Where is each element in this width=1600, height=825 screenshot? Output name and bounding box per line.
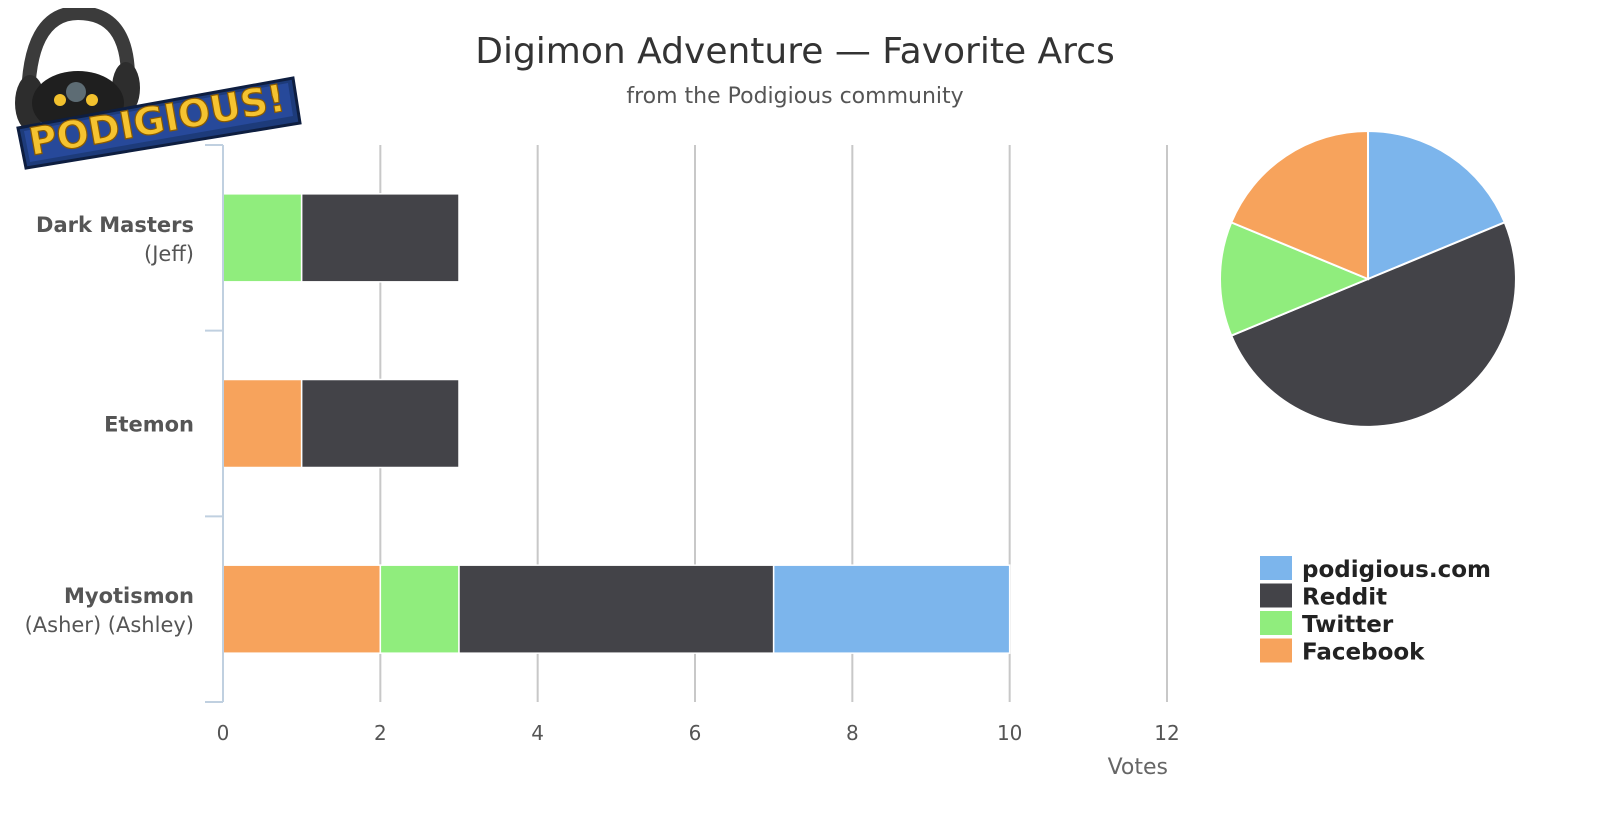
x-tick-label: 2 xyxy=(374,721,387,745)
legend-item[interactable]: Facebook xyxy=(1302,640,1425,666)
bars xyxy=(222,193,1011,654)
bar-segment xyxy=(458,564,775,654)
pie-chart xyxy=(1219,129,1517,427)
legend-swatch xyxy=(1260,556,1292,580)
legend-swatch xyxy=(1260,611,1292,635)
x-tick-label: 6 xyxy=(689,721,702,745)
chart-subtitle: from the Podigious community xyxy=(626,84,963,109)
legend-swatch xyxy=(1260,638,1292,663)
bar-segment xyxy=(772,564,1011,654)
x-tick-label: 8 xyxy=(846,721,859,745)
pie-slice xyxy=(1219,221,1371,337)
category-labels: Dark Masters (Jeff) Etemon Myotismon (Asher)… xyxy=(25,213,194,637)
legend-swatch xyxy=(1260,583,1292,608)
bar-segment xyxy=(222,378,303,469)
podigious-logo: PODIGIOUS! xyxy=(15,8,302,170)
bar-segment xyxy=(300,378,460,469)
y-axis xyxy=(205,144,224,703)
x-tick-labels: 0 2 4 6 8 10 12 xyxy=(217,721,1180,745)
bar-segment xyxy=(222,193,303,283)
pie-slice xyxy=(1229,129,1369,281)
legend-item[interactable]: podigious.com xyxy=(1302,557,1491,583)
pie-slice xyxy=(1229,221,1517,427)
chart-title: Digimon Adventure — Favorite Arcs xyxy=(475,31,1115,72)
category-detail: (Jeff) xyxy=(144,242,194,266)
category-detail: (Asher) (Ashley) xyxy=(25,613,194,637)
bar-segment xyxy=(379,564,460,654)
legend-item[interactable]: Twitter xyxy=(1302,612,1394,638)
category-label: Myotismon xyxy=(64,584,194,608)
x-tick-label: 4 xyxy=(531,721,544,745)
x-tick-label: 10 xyxy=(997,721,1022,745)
x-tick-label: 0 xyxy=(217,721,230,745)
x-tick-label: 12 xyxy=(1154,721,1179,745)
x-axis-title: Votes xyxy=(1108,755,1168,780)
category-label: Etemon xyxy=(104,413,194,437)
legend-item[interactable]: Reddit xyxy=(1302,585,1387,611)
bar-segment xyxy=(300,193,460,283)
pie-slice xyxy=(1367,129,1507,281)
bar-segment xyxy=(222,564,382,654)
category-label: Dark Masters xyxy=(36,213,194,237)
